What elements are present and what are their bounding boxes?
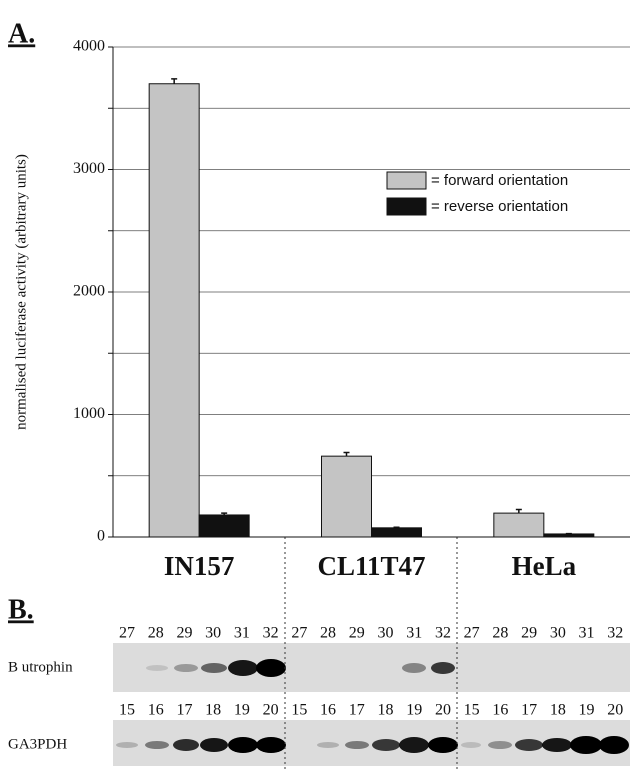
lane-label: 19 bbox=[406, 702, 422, 719]
lane-label: 32 bbox=[263, 625, 279, 642]
lane-label: 20 bbox=[435, 702, 451, 719]
bar bbox=[322, 456, 372, 537]
y-tick-label: 4000 bbox=[73, 38, 105, 55]
lane-label: 20 bbox=[607, 702, 623, 719]
panel-label: B. bbox=[8, 594, 34, 625]
legend-label: = forward orientation bbox=[431, 172, 568, 189]
lane-label: 18 bbox=[205, 702, 221, 719]
lane-label: 16 bbox=[320, 702, 336, 719]
y-axis-label: normalised luciferase activity (arbitrar… bbox=[13, 154, 29, 430]
lane-label: 15 bbox=[291, 702, 307, 719]
x-tick-label: IN157 bbox=[164, 551, 235, 581]
lane-label: 18 bbox=[378, 702, 394, 719]
y-tick-label: 0 bbox=[97, 528, 105, 545]
x-tick-label: HeLa bbox=[512, 551, 577, 581]
lane-label: 32 bbox=[435, 625, 451, 642]
lane-label: 16 bbox=[148, 702, 164, 719]
legend-swatch bbox=[387, 172, 426, 189]
lane-label: 28 bbox=[320, 625, 336, 642]
lane-label: 31 bbox=[406, 625, 422, 642]
bar bbox=[149, 84, 199, 537]
lane-label: 15 bbox=[119, 702, 135, 719]
lane-label: 16 bbox=[492, 702, 508, 719]
error-bar bbox=[344, 452, 350, 456]
row-label: B utrophin bbox=[8, 659, 73, 675]
bar bbox=[372, 528, 422, 537]
lane-label: 30 bbox=[205, 625, 221, 642]
lane-label: 31 bbox=[234, 625, 250, 642]
row-label: GA3PDH bbox=[8, 736, 67, 752]
figure: A. B. normalised luciferase activity (ar… bbox=[0, 0, 633, 770]
lane-label: 27 bbox=[119, 625, 135, 642]
error-bar bbox=[516, 509, 522, 513]
bar bbox=[199, 515, 249, 537]
lane-label: 28 bbox=[492, 625, 508, 642]
lane-label: 17 bbox=[521, 702, 537, 719]
y-tick-label: 2000 bbox=[73, 283, 105, 300]
lane-label: 29 bbox=[176, 625, 192, 642]
lane-label: 15 bbox=[464, 702, 480, 719]
y-tick-label: 1000 bbox=[73, 405, 105, 422]
lane-label: 28 bbox=[148, 625, 164, 642]
panel-label: A. bbox=[8, 18, 35, 49]
lane-label: 27 bbox=[464, 625, 480, 642]
lane-label: 17 bbox=[349, 702, 365, 719]
bar bbox=[544, 534, 594, 537]
lane-label: 20 bbox=[263, 702, 279, 719]
lane-label: 19 bbox=[234, 702, 250, 719]
error-bar bbox=[171, 79, 177, 84]
lane-label: 17 bbox=[176, 702, 192, 719]
lane-label: 30 bbox=[550, 625, 566, 642]
lane-label: 27 bbox=[291, 625, 307, 642]
lane-label: 29 bbox=[349, 625, 365, 642]
y-tick-label: 3000 bbox=[73, 160, 105, 177]
lane-label: 19 bbox=[579, 702, 595, 719]
bar bbox=[494, 513, 544, 537]
lane-label: 31 bbox=[579, 625, 595, 642]
lane-label: 29 bbox=[521, 625, 537, 642]
error-bar bbox=[394, 527, 400, 528]
legend-label: = reverse orientation bbox=[431, 198, 568, 215]
legend-swatch bbox=[387, 198, 426, 215]
lane-label: 18 bbox=[550, 702, 566, 719]
x-tick-label: CL11T47 bbox=[317, 551, 425, 581]
lane-label: 30 bbox=[378, 625, 394, 642]
lane-label: 32 bbox=[607, 625, 623, 642]
